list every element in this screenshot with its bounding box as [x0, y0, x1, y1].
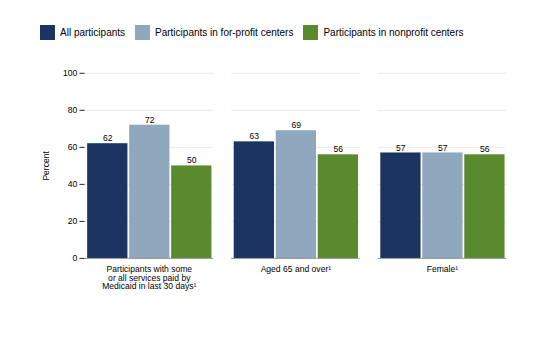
html-text:All participants: All participants: [60, 27, 125, 38]
svg-text:Aged 65 and over¹: Aged 65 and over¹: [261, 264, 332, 274]
svg-text:69: 69: [292, 120, 302, 130]
svg-text:40: 40: [68, 179, 78, 189]
svg-text:56: 56: [334, 144, 344, 154]
svg-text:50: 50: [187, 155, 197, 165]
svg-text:56: 56: [480, 144, 490, 154]
svg-text:0: 0: [73, 253, 78, 263]
svg-text:Percent: Percent: [41, 150, 51, 180]
svg-text:57: 57: [438, 142, 448, 152]
svg-text:63: 63: [250, 131, 260, 141]
svg-text:100: 100: [63, 68, 78, 78]
svg-text:Female¹: Female¹: [427, 264, 459, 274]
html-text:Participants in nonprofit cent: Participants in nonprofit centers: [323, 27, 464, 38]
html-text:Participants in for-profit cen: Participants in for-profit centers: [155, 27, 294, 38]
svg-text:62: 62: [103, 133, 113, 143]
svg-text:Participants with someor all s: Participants with someor all services pa…: [102, 264, 196, 291]
svg-text:57: 57: [396, 142, 406, 152]
svg-text:20: 20: [68, 216, 78, 226]
svg-text:80: 80: [68, 105, 78, 115]
svg-text:72: 72: [145, 115, 155, 125]
svg-text:60: 60: [68, 142, 78, 152]
